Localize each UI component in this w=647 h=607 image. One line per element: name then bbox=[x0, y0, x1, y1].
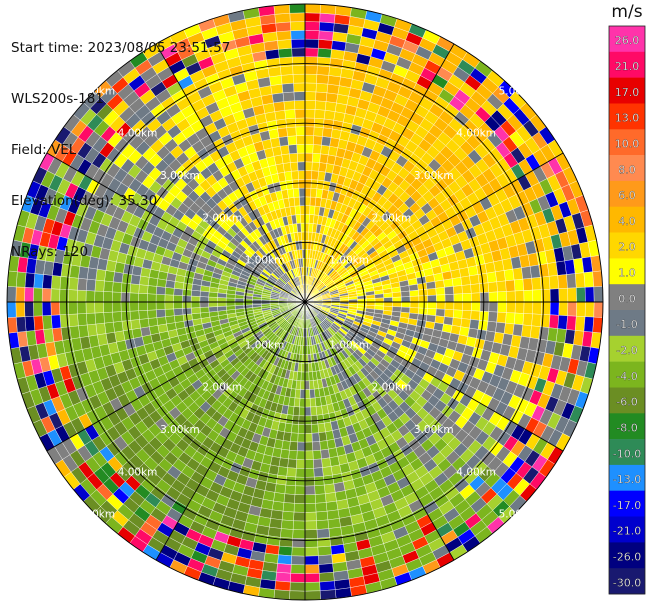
colorbar-tick-label: -10.0 bbox=[613, 447, 641, 460]
colorbar-tick-label: -8.0 bbox=[616, 422, 637, 435]
colorbar-tick-label: -21.0 bbox=[613, 525, 641, 538]
colorbar-tick-label: 17.0 bbox=[615, 86, 640, 99]
colorbar-tick-label: 1.0 bbox=[618, 267, 636, 280]
colorbar-tick-label: -4.0 bbox=[616, 370, 637, 383]
colorbar-tick-label: -26.0 bbox=[613, 551, 641, 564]
colorbar-tick-label: 21.0 bbox=[615, 60, 640, 73]
velocity-gates bbox=[6, 3, 604, 601]
colorbar-tick-label: -2.0 bbox=[616, 344, 637, 357]
colorbar-tick-label: 8.0 bbox=[618, 163, 636, 176]
colorbar-tick-label: 26.0 bbox=[615, 34, 640, 47]
colorbar-tick-label: -13.0 bbox=[613, 473, 641, 486]
colorbar-tick-label: 2.0 bbox=[618, 241, 636, 254]
colorbar-tick-label: -17.0 bbox=[613, 499, 641, 512]
colorbar-tick-label: 13.0 bbox=[615, 112, 640, 125]
colorbar-tick-label: -6.0 bbox=[616, 396, 637, 409]
colorbar-tick-label: 4.0 bbox=[618, 215, 636, 228]
colorbar-tick-label: -30.0 bbox=[613, 576, 641, 589]
colorbar-tick-label: 0.0 bbox=[618, 292, 636, 305]
colorbar-unit-label: m/s bbox=[611, 2, 642, 22]
colorbar-tick-label: -1.0 bbox=[616, 318, 637, 331]
colorbar-tick-label: 6.0 bbox=[618, 189, 636, 202]
colorbar-tick-label: 10.0 bbox=[615, 138, 640, 151]
